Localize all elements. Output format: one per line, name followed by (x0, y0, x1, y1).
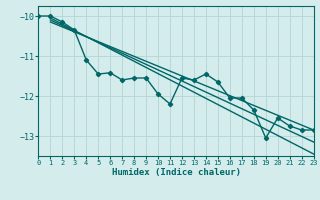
X-axis label: Humidex (Indice chaleur): Humidex (Indice chaleur) (111, 168, 241, 177)
